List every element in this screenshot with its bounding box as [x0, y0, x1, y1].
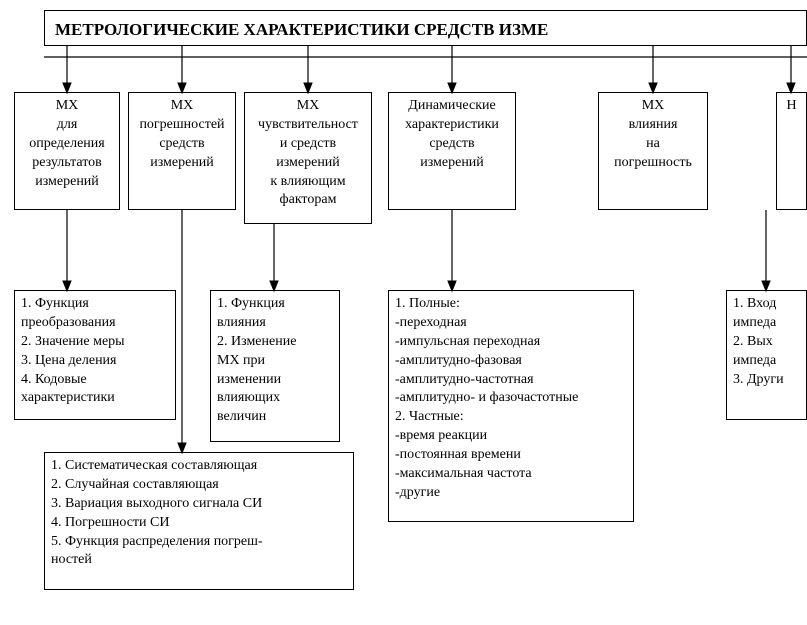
leaf-l3: 1. Функциявлияния2. ИзменениеМХ приизмен…	[210, 290, 340, 442]
category-c6: Н	[776, 92, 807, 210]
category-c5: МХвлияниянапогрешность	[598, 92, 708, 210]
category-c4: Динамическиехарактеристикисредствизмерен…	[388, 92, 516, 210]
category-c2: МХпогрешностейсредствизмерений	[128, 92, 236, 210]
diagram-title: МЕТРОЛОГИЧЕСКИЕ ХАРАКТЕРИСТИКИ СРЕДСТВ И…	[44, 10, 807, 46]
leaf-l2: 1. Систематическая составляющая2. Случай…	[44, 452, 354, 590]
category-c1: МХдляопределениярезультатовизмерений	[14, 92, 120, 210]
category-c3: МХчувствительности средствизмеренийк вли…	[244, 92, 372, 224]
leaf-l5: 1. Входимпеда2. Выхимпеда3. Други	[726, 290, 807, 420]
leaf-l4: 1. Полные:-переходная-импульсная переход…	[388, 290, 634, 522]
leaf-l1: 1. Функцияпреобразования2. Значение меры…	[14, 290, 176, 420]
